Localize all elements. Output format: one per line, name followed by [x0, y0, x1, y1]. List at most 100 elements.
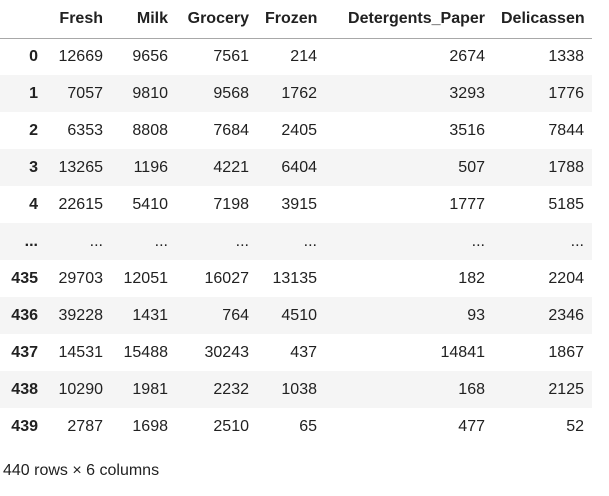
table-cell: 1867 — [548, 343, 584, 361]
table-cell: 477 — [458, 417, 485, 435]
column-header: Frozen — [257, 0, 325, 39]
table-cell: 14841 — [440, 343, 486, 361]
table-cell: 3915 — [281, 195, 317, 213]
row-index: 437 — [11, 343, 38, 361]
table-cell: 764 — [222, 306, 249, 324]
table-cell: 14531 — [58, 343, 104, 361]
table-cell: 1196 — [133, 158, 168, 176]
index-column-header — [0, 0, 46, 39]
table-cell: 1698 — [132, 417, 168, 435]
row-index: 435 — [11, 269, 38, 287]
column-header: Fresh — [46, 0, 111, 39]
header-row: Fresh Milk Grocery Frozen Detergents_Paper De… — [0, 0, 592, 39]
table-cell: 7684 — [213, 121, 249, 139]
table-cell: 7057 — [67, 84, 103, 102]
table-cell: 1981 — [132, 380, 168, 398]
row-index: 4 — [29, 195, 38, 213]
table-cell: 16027 — [204, 269, 250, 287]
table-cell: ... — [235, 232, 249, 250]
table-cell: 5185 — [548, 195, 584, 213]
table-cell: 2674 — [449, 47, 485, 65]
row-index: 0 — [29, 47, 38, 65]
table-cell: 13135 — [272, 269, 318, 287]
shape-summary: 440 rows × 6 columns — [3, 462, 160, 479]
table-cell: ... — [89, 232, 103, 250]
table-row: 437 14531 15488 30243 437 14841 1867 — [0, 334, 592, 371]
table-cell: 7561 — [213, 47, 249, 65]
table-cell: 7844 — [548, 121, 584, 139]
dataframe-table: Fresh Milk Grocery Frozen Detergents_Paper De… — [0, 0, 592, 445]
table-cell: ... — [471, 232, 485, 250]
table-row: 436 39228 1431 764 4510 93 2346 — [0, 297, 592, 334]
table-cell: ... — [570, 232, 584, 250]
table-body: 0 12669 9656 7561 214 2674 1338 1 7057 9810 9568 17… — [0, 38, 592, 445]
table-row: 1 7057 9810 9568 1762 3293 1776 — [0, 75, 592, 112]
table-row: 0 12669 9656 7561 214 2674 1338 — [0, 38, 592, 75]
table-cell: 2204 — [548, 269, 584, 287]
row-index: ... — [24, 232, 38, 250]
table-cell: 9810 — [132, 84, 168, 102]
table-row: 438 10290 1981 2232 1038 168 2125 — [0, 371, 592, 408]
table-cell: 1777 — [449, 195, 485, 213]
table-cell: 1431 — [132, 306, 168, 324]
table-cell: 3293 — [449, 84, 485, 102]
table-cell: 437 — [290, 343, 317, 361]
table-row: 3 13265 1196 4221 6404 507 1788 — [0, 149, 592, 186]
row-index: 1 — [29, 84, 38, 102]
column-header: Delicassen — [493, 0, 592, 39]
table-cell: 1788 — [548, 158, 584, 176]
table-cell: 4221 — [213, 158, 249, 176]
row-index: 439 — [11, 417, 38, 435]
table-cell: 12669 — [58, 47, 104, 65]
table-cell: 52 — [566, 417, 584, 435]
column-header: Milk — [111, 0, 176, 39]
table-cell: 3516 — [449, 121, 485, 139]
table-cell: 93 — [467, 306, 485, 324]
table-cell: 6404 — [281, 158, 317, 176]
table-cell: 8808 — [132, 121, 168, 139]
table-cell: 5410 — [132, 195, 168, 213]
table-cell: 13265 — [58, 158, 104, 176]
column-header: Detergents_Paper — [325, 0, 493, 39]
table-cell: 39228 — [58, 306, 104, 324]
table-cell: 507 — [458, 158, 485, 176]
table-cell: 22615 — [58, 195, 104, 213]
dataframe-output: Fresh Milk Grocery Frozen Detergents_Paper De… — [0, 0, 592, 479]
table-cell: 2125 — [548, 380, 584, 398]
row-index: 436 — [11, 306, 38, 324]
table-cell: 2346 — [548, 306, 584, 324]
table-row: ..................... — [0, 223, 592, 260]
table-cell: 30243 — [204, 343, 250, 361]
table-row: 439 2787 1698 2510 65 477 52 — [0, 408, 592, 445]
table-cell: 168 — [458, 380, 485, 398]
table-row: 435 29703 12051 16027 13135 182 2204 — [0, 260, 592, 297]
table-cell: 2405 — [281, 121, 317, 139]
table-cell: 10290 — [58, 380, 104, 398]
table-cell: 65 — [299, 417, 317, 435]
table-cell: 7198 — [213, 195, 249, 213]
table-cell: 2787 — [67, 417, 103, 435]
table-cell: 29703 — [58, 269, 104, 287]
table-cell: ... — [303, 232, 317, 250]
table-cell: 1338 — [548, 47, 584, 65]
table-cell: 9568 — [213, 84, 249, 102]
table-cell: 6353 — [67, 121, 103, 139]
table-cell: 214 — [290, 47, 317, 65]
column-header: Grocery — [176, 0, 257, 39]
row-index: 3 — [29, 158, 38, 176]
table-cell: 1038 — [281, 380, 317, 398]
table-cell: 2232 — [213, 380, 249, 398]
table-cell: 2510 — [213, 417, 249, 435]
table-cell: 4510 — [281, 306, 317, 324]
table-cell: 15488 — [123, 343, 169, 361]
table-row: 4 22615 5410 7198 3915 1777 5185 — [0, 186, 592, 223]
table-cell: 9656 — [132, 47, 168, 65]
row-index: 2 — [29, 121, 38, 139]
table-cell: 182 — [458, 269, 485, 287]
table-cell: 12051 — [123, 269, 169, 287]
row-index: 438 — [11, 380, 38, 398]
table-cell: ... — [154, 232, 168, 250]
table-cell: 1776 — [548, 84, 584, 102]
table-row: 2 6353 8808 7684 2405 3516 7844 — [0, 112, 592, 149]
table-cell: 1762 — [281, 84, 317, 102]
